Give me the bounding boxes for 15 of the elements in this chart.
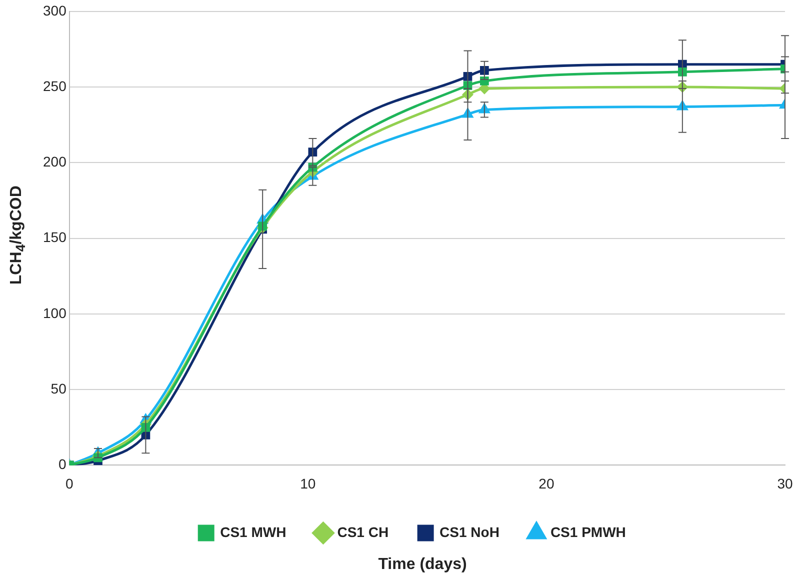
y-tick-label: 150	[43, 229, 67, 246]
y-tick-label: 250	[43, 78, 67, 94]
y-tick-label: 0	[58, 456, 67, 472]
y-tick-label: 100	[43, 304, 67, 321]
y-tick-label: 50	[50, 380, 67, 396]
x-tick-label: 10	[300, 475, 316, 492]
legend-label: CS1 MWH	[220, 524, 286, 540]
x-tick-label: 30	[777, 475, 793, 492]
y-tick-label: 300	[43, 2, 67, 18]
x-axis-title: Time (days)	[377, 556, 468, 574]
y-tick-label: 200	[43, 154, 67, 170]
legend-label: CS1 PMWH	[550, 524, 626, 540]
legend-label: CS1 NoH	[440, 524, 500, 540]
x-tick-label: 20	[538, 475, 554, 492]
legend-label: CS1 CH	[337, 524, 389, 540]
